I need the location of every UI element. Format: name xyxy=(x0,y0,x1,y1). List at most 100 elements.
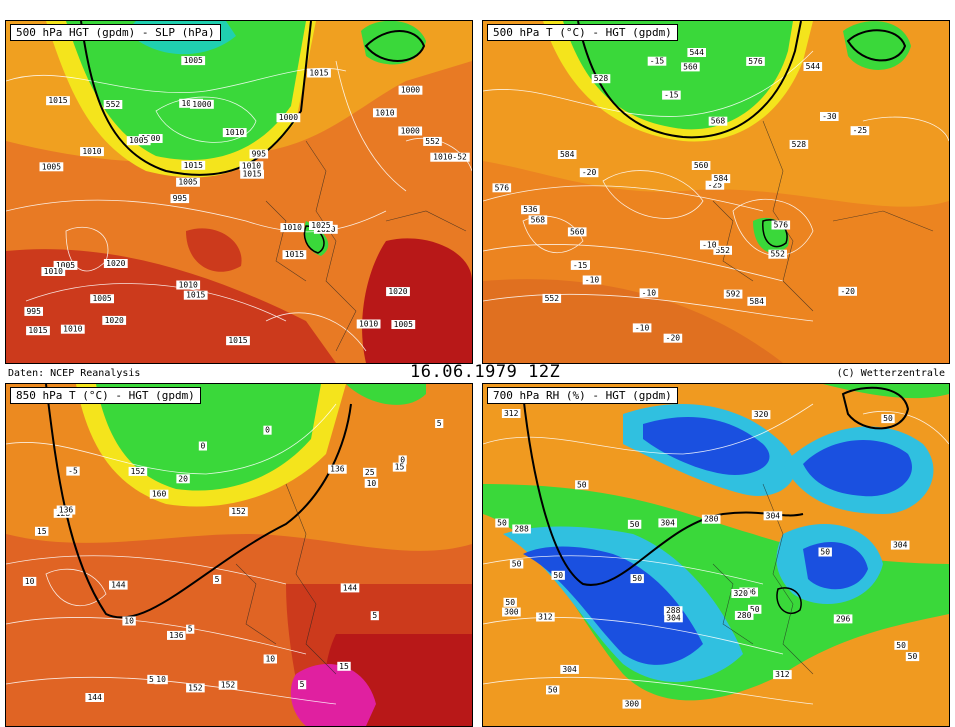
contour-label: 10 xyxy=(122,616,136,626)
svg-text:576: 576 xyxy=(748,57,763,66)
contour-label: 584 xyxy=(747,296,766,306)
svg-text:320: 320 xyxy=(754,410,769,419)
svg-text:1000: 1000 xyxy=(401,86,420,95)
svg-text:50: 50 xyxy=(497,519,507,528)
svg-text:50: 50 xyxy=(896,641,906,650)
svg-text:50: 50 xyxy=(820,548,830,557)
svg-text:1015: 1015 xyxy=(309,69,328,78)
contour-label: 320 xyxy=(751,410,771,420)
map-panel-700hpa-rh: 5028850280503045029650280304503122882965… xyxy=(482,383,950,727)
contour-label: 584 xyxy=(557,150,577,159)
svg-text:995: 995 xyxy=(252,150,267,159)
contour-label: 300 xyxy=(502,607,521,617)
svg-text:10: 10 xyxy=(25,577,35,586)
contour-label: 1010 xyxy=(356,319,381,329)
svg-text:0: 0 xyxy=(400,455,405,464)
svg-text:280: 280 xyxy=(704,515,719,524)
contour-label: 1005 xyxy=(39,162,64,172)
map-panel-500hpa-temp: 552544528-30552-20560568-25528536544552-… xyxy=(482,20,950,364)
contour-label: 1000 xyxy=(398,126,423,136)
svg-text:304: 304 xyxy=(766,511,781,520)
contour-label: 1010 xyxy=(60,324,85,334)
svg-text:-5: -5 xyxy=(68,467,78,476)
contour-label: -5 xyxy=(66,466,80,476)
svg-text:544: 544 xyxy=(689,48,704,57)
svg-text:0: 0 xyxy=(265,426,270,435)
svg-text:152: 152 xyxy=(221,681,236,690)
contour-label: 312 xyxy=(501,409,521,418)
contour-label: 1005 xyxy=(181,56,206,66)
svg-text:1000: 1000 xyxy=(279,113,298,122)
svg-text:20: 20 xyxy=(178,474,188,483)
contour-label: 1010 xyxy=(176,280,201,290)
contour-label: 50 xyxy=(551,570,565,580)
svg-text:10: 10 xyxy=(367,479,377,488)
svg-text:560: 560 xyxy=(570,227,585,236)
svg-text:536: 536 xyxy=(523,205,538,214)
svg-text:-25: -25 xyxy=(708,181,723,190)
contour-label: 1015 xyxy=(282,250,307,260)
contour-label: 152 xyxy=(218,680,238,690)
contour-label: 50 xyxy=(748,604,762,614)
contour-label: 50 xyxy=(503,597,517,607)
contour-label: 312 xyxy=(773,670,792,680)
contour-label: 152 xyxy=(229,507,248,517)
contour-label: 1005 xyxy=(391,320,416,329)
contour-label: 5 xyxy=(370,611,379,621)
svg-text:1010: 1010 xyxy=(242,161,261,170)
svg-text:1005: 1005 xyxy=(92,294,111,303)
panel-title: 500 hPa HGT (gpdm) - SLP (hPa) xyxy=(10,24,221,41)
contour-label: 1020 xyxy=(102,315,127,325)
svg-text:15: 15 xyxy=(395,463,405,472)
panel-title: 850 hPa T (°C) - HGT (gpdm) xyxy=(10,387,201,404)
contour-label: 995 xyxy=(170,194,190,204)
contour-label: -10 xyxy=(700,240,719,250)
contour-label: 528 xyxy=(789,139,809,149)
svg-text:304: 304 xyxy=(562,665,577,674)
svg-text:1010-52: 1010-52 xyxy=(433,153,467,162)
contour-label: 1015 xyxy=(181,160,206,170)
contour-label: 1000 xyxy=(276,113,301,123)
contour-label: 136 xyxy=(328,464,347,474)
svg-text:10: 10 xyxy=(265,655,275,664)
svg-text:-20: -20 xyxy=(840,287,855,296)
valid-date-title: 16.06.1979 12Z xyxy=(410,362,561,382)
contour-label: 15 xyxy=(392,462,407,472)
contour-label: 300 xyxy=(622,699,642,709)
contour-label: 10 xyxy=(364,478,379,488)
svg-text:5: 5 xyxy=(188,625,193,634)
contour-label: 1010-52 xyxy=(430,152,470,162)
contour-label: -15 xyxy=(647,56,667,66)
svg-text:-20: -20 xyxy=(582,168,597,177)
contour-label: 304 xyxy=(658,518,677,528)
contour-label: -25 xyxy=(705,180,725,190)
svg-text:1020: 1020 xyxy=(106,259,125,268)
contour-label: 568 xyxy=(528,215,548,225)
contour-label: 995 xyxy=(24,306,43,316)
contour-label: -20 xyxy=(663,333,683,343)
contour-label: 552 xyxy=(103,100,123,109)
svg-text:1015: 1015 xyxy=(186,291,205,300)
svg-text:552: 552 xyxy=(770,250,785,259)
contour-label: 50 xyxy=(905,652,920,662)
svg-text:1010: 1010 xyxy=(63,325,82,334)
contour-label: 1015 xyxy=(307,68,331,78)
contour-label: 160 xyxy=(149,489,169,499)
svg-text:-10: -10 xyxy=(635,323,650,332)
svg-text:544: 544 xyxy=(806,62,821,71)
svg-text:552: 552 xyxy=(106,100,121,109)
contour-label: 304 xyxy=(664,613,683,623)
svg-text:50: 50 xyxy=(908,652,918,661)
contour-label: 552 xyxy=(713,245,732,255)
svg-text:1005: 1005 xyxy=(394,320,413,329)
svg-text:136: 136 xyxy=(330,465,345,474)
svg-text:1010: 1010 xyxy=(225,128,244,137)
svg-text:1020: 1020 xyxy=(105,316,124,325)
svg-text:1005: 1005 xyxy=(129,136,148,145)
contour-label: 152 xyxy=(128,466,148,476)
contour-label: 280 xyxy=(734,610,754,620)
svg-text:5: 5 xyxy=(215,575,220,584)
contour-label: 1015 xyxy=(240,169,264,179)
contour-label: 304 xyxy=(560,664,579,674)
svg-text:-15: -15 xyxy=(664,91,679,100)
